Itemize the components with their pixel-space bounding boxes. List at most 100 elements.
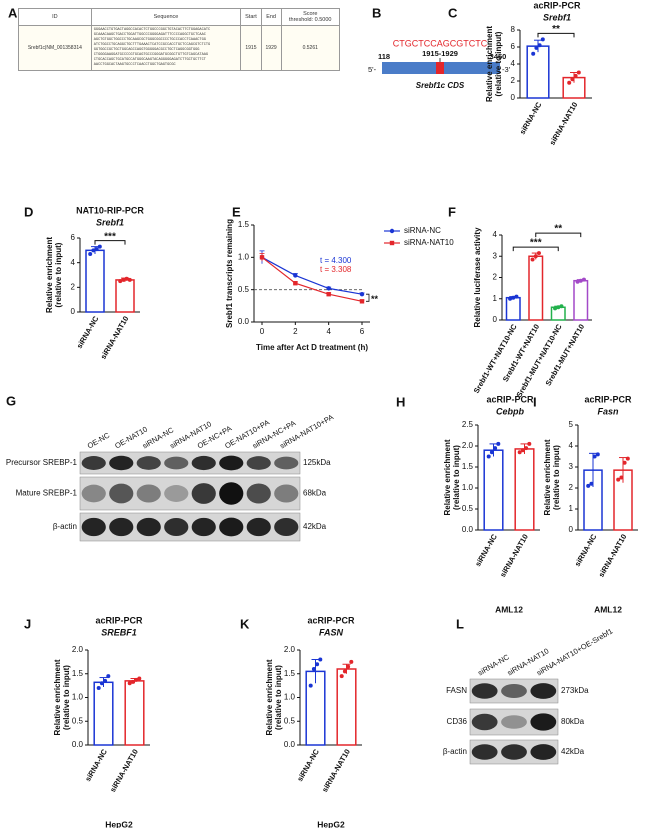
chart-title: acRIP-PCR [486, 394, 534, 404]
panel-letter: D [24, 204, 33, 219]
data-point [575, 279, 580, 284]
header-cell: End [260, 8, 282, 26]
bar [573, 279, 589, 321]
panel-letter: H [396, 394, 405, 409]
y-tick-label: 3 [569, 462, 574, 471]
y-tick-label: 2 [569, 483, 574, 492]
data-point [326, 291, 331, 297]
x-tick-label: siRNA-NAT10 [99, 314, 131, 360]
y-axis-label: Srebf1 transcripts remaining [225, 219, 234, 328]
data-point [118, 279, 123, 284]
significance-bracket [535, 232, 582, 238]
data-point [359, 291, 365, 297]
blot-band [471, 744, 498, 760]
x-tick-label: siRNA-NC [473, 532, 499, 568]
data-point [589, 481, 594, 486]
data-point [595, 452, 600, 457]
legend-marker [389, 228, 395, 234]
y-tick-label: 1 [493, 294, 498, 303]
chart-title: acRIP-PCR [533, 0, 581, 10]
panel-letter: K [240, 616, 250, 631]
annotation: t = 4.300 [320, 256, 352, 265]
blot-band [246, 483, 271, 504]
blot-band [191, 483, 216, 504]
significance-label: ** [552, 24, 560, 35]
y-tick-label: 0.5 [238, 285, 250, 294]
y-tick-label: 5 [569, 420, 574, 429]
data-point [359, 299, 365, 304]
x-tick-label: siRNA-NC [83, 747, 109, 783]
bar [526, 45, 550, 99]
data-point [318, 657, 323, 662]
cell: 1929 [260, 25, 282, 71]
sequence-table: ID Sequence Start End Score threshold: 0… [18, 8, 340, 71]
data-point [520, 448, 525, 453]
significance-label: *** [104, 231, 116, 242]
significance-bracket [512, 246, 559, 252]
x-axis-label: Time after Act D treatment (h) [256, 343, 368, 352]
x-tick-label: 0 [260, 327, 265, 336]
data-point [527, 441, 532, 446]
data-point [134, 677, 139, 682]
bar [528, 255, 544, 321]
y-tick-label: 2 [493, 273, 498, 282]
row-label: Precursor SREBP-1 [6, 458, 78, 467]
y-tick-label: 1.5 [462, 462, 474, 471]
y-tick-label: 2 [71, 282, 76, 291]
legend-marker [389, 240, 395, 246]
blot-band [81, 484, 106, 503]
chart-title: acRIP-PCR [584, 394, 632, 404]
data-point [533, 254, 538, 259]
data-point [486, 454, 491, 459]
data-point [96, 686, 101, 690]
y-axis-label: Relative enrichment [543, 439, 552, 515]
data-point [540, 37, 545, 42]
x-axis-label: HepG2 [105, 819, 133, 828]
data-point [556, 305, 561, 310]
y-tick-label: 1.0 [72, 693, 84, 702]
y-axis-label: (relative to input) [274, 665, 283, 730]
site: 1915-1929 [422, 49, 458, 58]
sequence-cell: GGGAACCTGTGACTAGGCCACACTCTGGCCCGGCTGTACA… [90, 25, 242, 71]
x-tick-label: siRNA-NC [75, 314, 101, 350]
x-axis-label: AML12 [495, 604, 523, 614]
bar [483, 449, 504, 531]
blot-band [219, 482, 244, 505]
data-point [489, 450, 494, 455]
y-tick-label: 2.0 [72, 645, 84, 654]
y-axis-label: Relative luciferase activity [473, 227, 482, 328]
data-point [346, 664, 351, 669]
data-point [534, 45, 539, 50]
data-point [97, 244, 102, 249]
data-point [616, 477, 621, 482]
bar [514, 448, 535, 531]
header-cell: Start [240, 8, 262, 26]
y-axis-label: Relative enrichment [53, 659, 62, 735]
data-point [496, 441, 501, 446]
blot-band [136, 456, 161, 470]
data-point [293, 281, 298, 286]
y-tick-label: 4 [493, 230, 498, 239]
blot-band [530, 713, 557, 731]
blot-strip [79, 451, 301, 475]
data-point [537, 43, 542, 48]
motif: CTGCTCCAGCGTCTC [393, 38, 488, 48]
panel-letter: F [448, 204, 456, 219]
header-cell: ID [18, 8, 92, 26]
y-tick-label: 6 [511, 42, 516, 51]
data-point [530, 257, 535, 262]
data-point [137, 676, 142, 681]
data-point [586, 483, 591, 488]
y-tick-label: 2.0 [284, 645, 296, 654]
size-label: 42kDa [303, 522, 327, 531]
x-tick-label: siRNA-NAT10 [320, 747, 352, 793]
data-point [127, 277, 132, 282]
y-axis-label: Relative enrichment [443, 439, 452, 515]
blot-band [109, 483, 134, 504]
data-point [511, 295, 516, 300]
x-tick-label: 4 [326, 327, 331, 336]
bar [85, 249, 105, 313]
data-point [573, 73, 578, 78]
blot-band [219, 455, 244, 471]
